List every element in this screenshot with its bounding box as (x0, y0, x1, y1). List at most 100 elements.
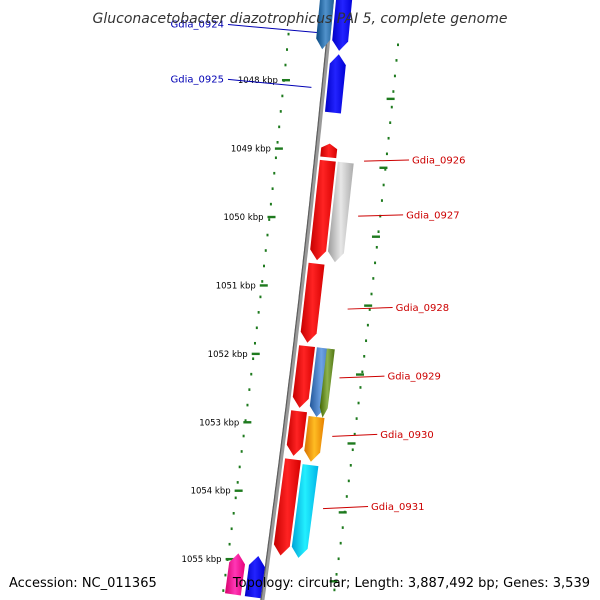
kbp-tick-mark (267, 215, 276, 219)
outer-dot (357, 401, 360, 405)
gene-arrow-gdia_0931[interactable] (291, 464, 319, 558)
label-leader (364, 159, 410, 162)
gene-features (225, 0, 354, 599)
label-leader (358, 214, 404, 217)
gene-arrow-gdia_0930[interactable] (304, 416, 325, 462)
gene-arrow-gdia_0929c[interactable] (319, 348, 335, 418)
outer-dot (395, 59, 398, 62)
inner-dot (236, 481, 239, 484)
outer-dot (397, 43, 400, 47)
genome-summary-text: Topology: circular; Length: 3,887,492 bp… (232, 576, 590, 591)
outer-dot (372, 277, 375, 280)
outer-tick-mark (338, 511, 347, 514)
label-leader (227, 78, 312, 88)
gene-label-gdia_0929[interactable]: Gdia_0929 (387, 372, 440, 383)
inner-dot (286, 48, 289, 51)
gene-label-gdia_0925[interactable]: Gdia_0925 (171, 74, 224, 85)
outer-dot (389, 121, 392, 124)
inner-dot (271, 187, 274, 190)
gene-arrow-gdia_0930a[interactable] (286, 410, 307, 456)
gene-label-gdia_0928[interactable]: Gdia_0928 (396, 303, 449, 314)
gene-labels: Gdia_0924 Gdia_0925 Gdia_0926 Gdia_0927 Gdia… (171, 20, 466, 513)
gene-arrow-gdia_0926b[interactable] (310, 159, 336, 261)
outer-dot (365, 339, 368, 343)
gene-arrow-gdia_0929a[interactable] (292, 345, 315, 408)
inner-dot (250, 372, 253, 376)
gene-arrow-gdia_0932b[interactable] (244, 556, 265, 599)
outer-dot (351, 448, 354, 452)
outer-dot (382, 183, 385, 187)
gene-label-gdia_0927[interactable]: Gdia_0927 (406, 210, 459, 221)
inner-dot (252, 357, 255, 361)
label-leader (227, 24, 317, 34)
backbone-layer (260, 0, 334, 600)
kbp-tick-mark (251, 352, 260, 356)
outer-tick-mark (356, 373, 365, 376)
outer-dot (333, 588, 336, 592)
kbp-tick-label: 1049 kbp (231, 145, 271, 155)
gene-label-gdia_0924[interactable]: Gdia_0924 (171, 20, 224, 31)
inner-dot (276, 141, 279, 144)
gene-arrow-gdia_0924[interactable] (316, 0, 335, 50)
inner-dot (232, 511, 235, 515)
outer-dot (379, 214, 382, 218)
kbp-tick-mark (259, 284, 268, 287)
outer-dot (368, 308, 371, 311)
outer-tick-mark (364, 304, 373, 307)
inner-dot (261, 280, 264, 283)
outer-dot (374, 261, 377, 265)
gene-arrow-gdia_0927[interactable] (328, 161, 354, 263)
outer-dot (380, 199, 383, 202)
inner-dot (240, 450, 243, 453)
map-title: Gluconacetobacter diazotrophicus PAI 5, … (93, 11, 508, 27)
outer-dot (345, 495, 348, 498)
gene-arrow-gdia_0924b[interactable] (332, 0, 353, 51)
inner-dot (234, 496, 237, 500)
inner-dot (287, 32, 290, 36)
outer-dot (393, 74, 396, 78)
inner-dot (257, 311, 260, 314)
kbp-tick-mark (234, 489, 243, 492)
inner-dot (281, 94, 284, 98)
inner-dot (266, 233, 269, 237)
gene-label-gdia_0930[interactable]: Gdia_0930 (380, 430, 433, 441)
outer-dot (359, 386, 362, 389)
dotted-guides (222, 32, 400, 592)
inner-dot (244, 419, 247, 422)
kbp-tick-label: 1050 kbp (223, 213, 263, 223)
gene-label-gdia_0931[interactable]: Gdia_0931 (371, 502, 424, 513)
kbp-tick-mark (274, 147, 283, 150)
gene-arrow-gdia_0925[interactable] (325, 54, 346, 114)
kbp-tick-mark (225, 557, 234, 561)
outer-tick-mark (347, 442, 356, 445)
inner-dot (284, 63, 287, 67)
outer-dot (390, 105, 393, 109)
outer-tick-mark (329, 580, 338, 583)
outer-dot (384, 168, 387, 171)
inner-dot (269, 202, 272, 206)
label-leader (332, 433, 378, 437)
outer-dot (366, 323, 369, 327)
inner-dot (264, 249, 267, 252)
outer-dot (353, 432, 356, 436)
gene-arrow-gdia_0931a[interactable] (273, 458, 301, 556)
inner-dot (273, 171, 276, 175)
gene-arrow-gdia_0926[interactable] (320, 143, 338, 159)
label-leader (347, 307, 393, 310)
outer-dot (347, 479, 350, 483)
gene-label-lines (227, 24, 410, 510)
inner-dot (255, 326, 258, 330)
inner-dot (248, 388, 251, 391)
outer-tick-mark (386, 97, 395, 101)
outer-tick-mark (371, 235, 380, 238)
inner-dot (279, 110, 282, 113)
kbp-tick-label: 1053 kbp (199, 418, 239, 428)
inner-dot (230, 527, 233, 531)
inner-dot (268, 218, 271, 221)
kbp-tick-label: 1052 kbp (208, 350, 248, 360)
outer-dot (335, 573, 338, 576)
gene-label-gdia_0926[interactable]: Gdia_0926 (412, 156, 465, 167)
gene-arrow-gdia_0928[interactable] (300, 262, 325, 343)
gene-arrow-gdia_0932a[interactable] (225, 553, 245, 596)
